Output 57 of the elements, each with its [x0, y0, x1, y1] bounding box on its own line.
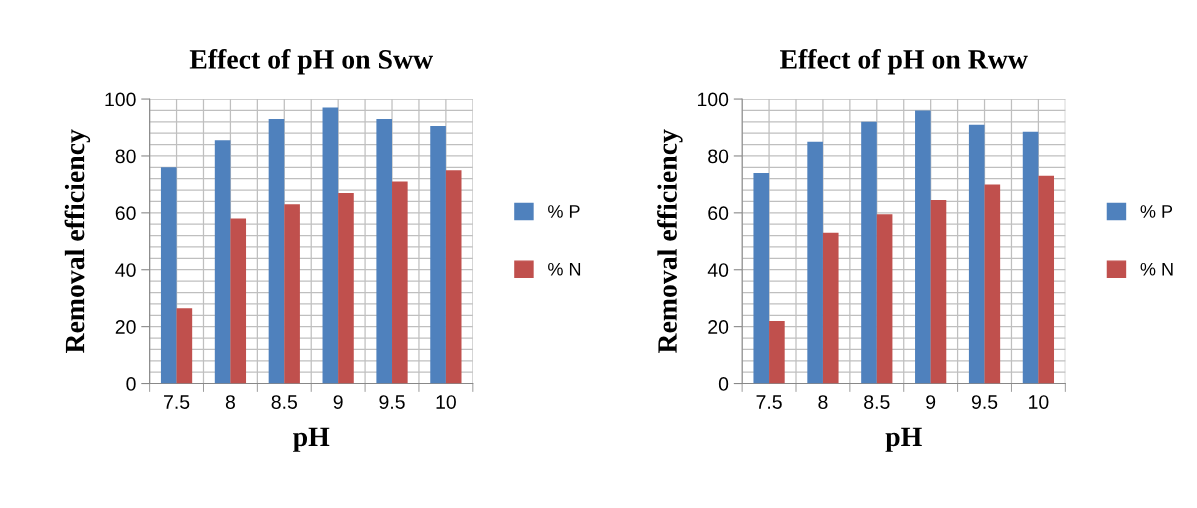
- bar: [1038, 175, 1055, 384]
- x-tick-label: 7.5: [164, 395, 190, 409]
- y-axis-title: Removal efficiency: [64, 129, 91, 354]
- bar: [268, 118, 285, 384]
- bar: [876, 214, 893, 384]
- chart-title: Effect of pH on Rww: [780, 48, 1028, 75]
- bar: [1022, 131, 1039, 384]
- x-tick-label: 8: [818, 395, 828, 409]
- y-tick-label: 80: [708, 149, 729, 164]
- x-axis-title: pH: [293, 427, 330, 452]
- x-tick-label: 8.5: [864, 395, 890, 409]
- bar: [176, 308, 193, 384]
- y-tick-label: 40: [707, 263, 729, 277]
- bar: [230, 218, 247, 384]
- x-axis-title: pH: [885, 427, 922, 452]
- x-tick-label: 9: [926, 395, 936, 409]
- bar: [160, 167, 177, 384]
- y-tick-label: 20: [708, 320, 729, 334]
- bar: [753, 173, 770, 384]
- bar: [915, 110, 931, 384]
- bar: [930, 200, 947, 384]
- bar: [214, 140, 231, 384]
- bar: [284, 204, 300, 384]
- y-tick-label: 100: [105, 92, 136, 107]
- bar: [984, 184, 1001, 384]
- legend-label: % N: [1140, 262, 1173, 276]
- x-tick-label: 9: [333, 395, 343, 409]
- bar: [807, 141, 823, 384]
- chart-title: Effect of pH on Sww: [189, 48, 433, 75]
- y-tick-label: 80: [115, 149, 136, 164]
- y-tick-label: 40: [115, 263, 136, 277]
- x-tick-label: 10: [1029, 395, 1049, 409]
- bar: [322, 107, 339, 384]
- y-tick-label: 100: [697, 92, 729, 107]
- x-tick-label: 10: [436, 395, 456, 409]
- x-tick-label: 8.5: [271, 395, 297, 409]
- y-tick-label: 0: [126, 377, 136, 391]
- bar: [376, 118, 393, 384]
- legend-label: % P: [1140, 205, 1173, 218]
- x-tick-label: 7.5: [756, 395, 782, 409]
- y-tick-label: 0: [718, 377, 729, 391]
- x-tick-label: 9.5: [971, 395, 998, 409]
- bar: [769, 320, 785, 384]
- x-tick-label: 8: [225, 395, 235, 409]
- legend-label: % N: [548, 262, 581, 276]
- bar: [861, 121, 877, 384]
- y-tick-label: 60: [708, 206, 729, 221]
- bar: [392, 181, 408, 384]
- x-tick-label: 9.5: [379, 395, 405, 409]
- y-tick-label: 60: [115, 206, 136, 221]
- legend-label: % P: [548, 205, 580, 218]
- bar: [338, 192, 354, 384]
- bar: [968, 124, 985, 384]
- y-axis-title: Removal efficiency: [657, 129, 683, 354]
- y-tick-label: 20: [115, 320, 136, 334]
- bar: [445, 170, 462, 384]
- bar: [822, 232, 839, 384]
